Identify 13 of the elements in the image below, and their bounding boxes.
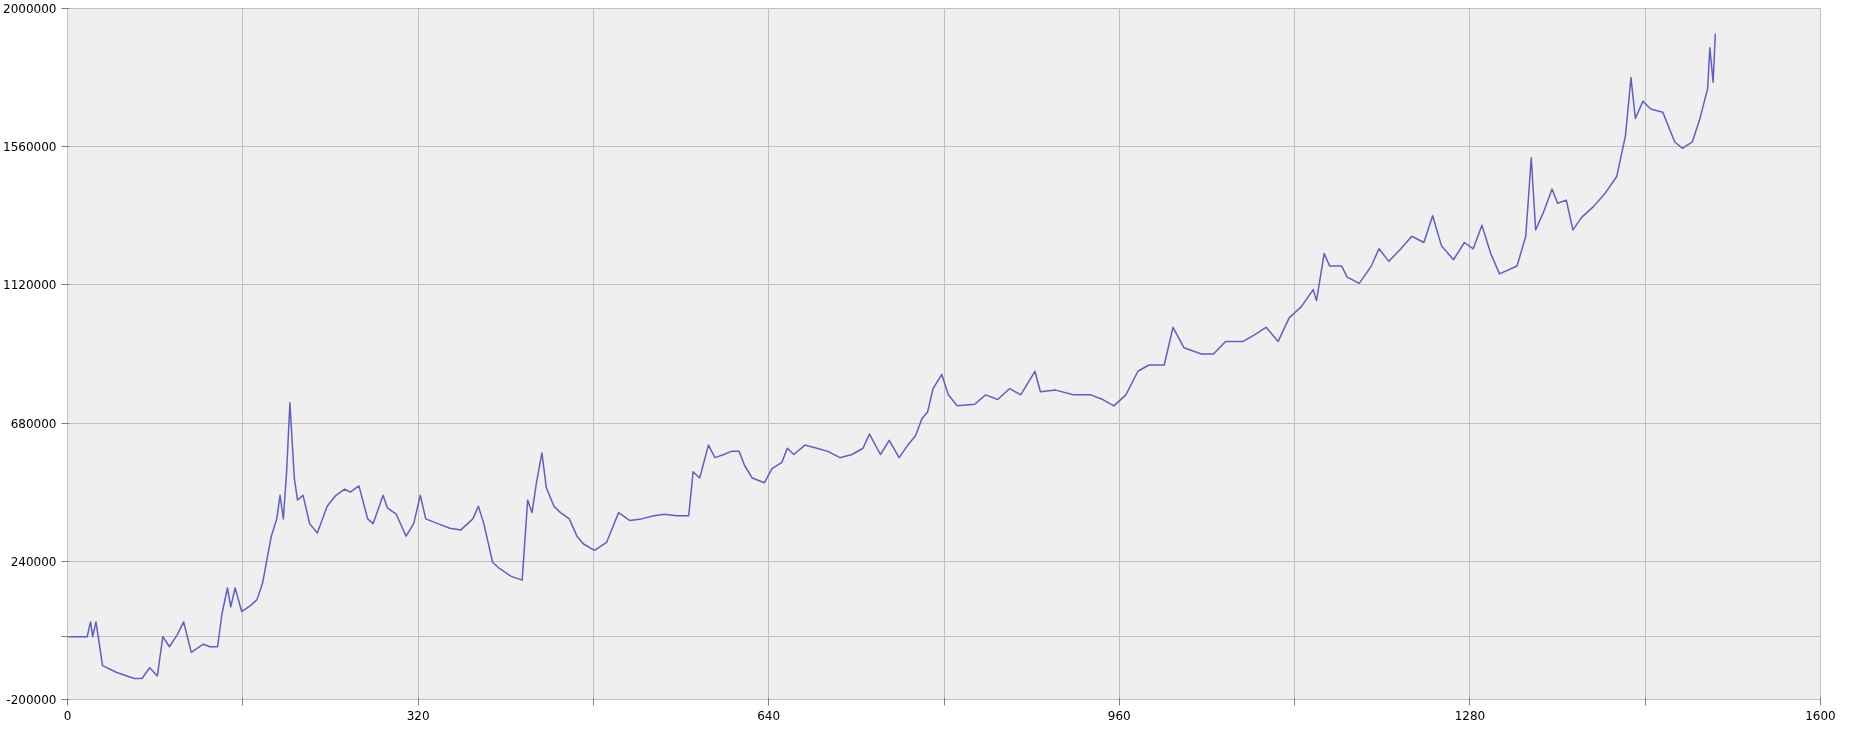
x-tick-label: 320	[406, 708, 430, 723]
x-tick-label: 0	[63, 708, 72, 723]
x-tick-label: 1280	[1454, 708, 1486, 723]
line-series	[67, 32, 1717, 680]
x-tick-label: 1600	[1805, 708, 1836, 723]
y-tick-label: 1120000	[3, 278, 57, 293]
y-tick-label: -200000	[6, 693, 57, 707]
x-tick-label: 960	[1107, 708, 1131, 723]
y-tick-label: 680000	[10, 416, 57, 431]
y-tick-label: 2000000	[3, 2, 57, 16]
y-tick-label: 1560000	[3, 140, 57, 155]
y-tick-label: 240000	[10, 554, 57, 569]
x-tick-label: 640	[757, 708, 781, 723]
